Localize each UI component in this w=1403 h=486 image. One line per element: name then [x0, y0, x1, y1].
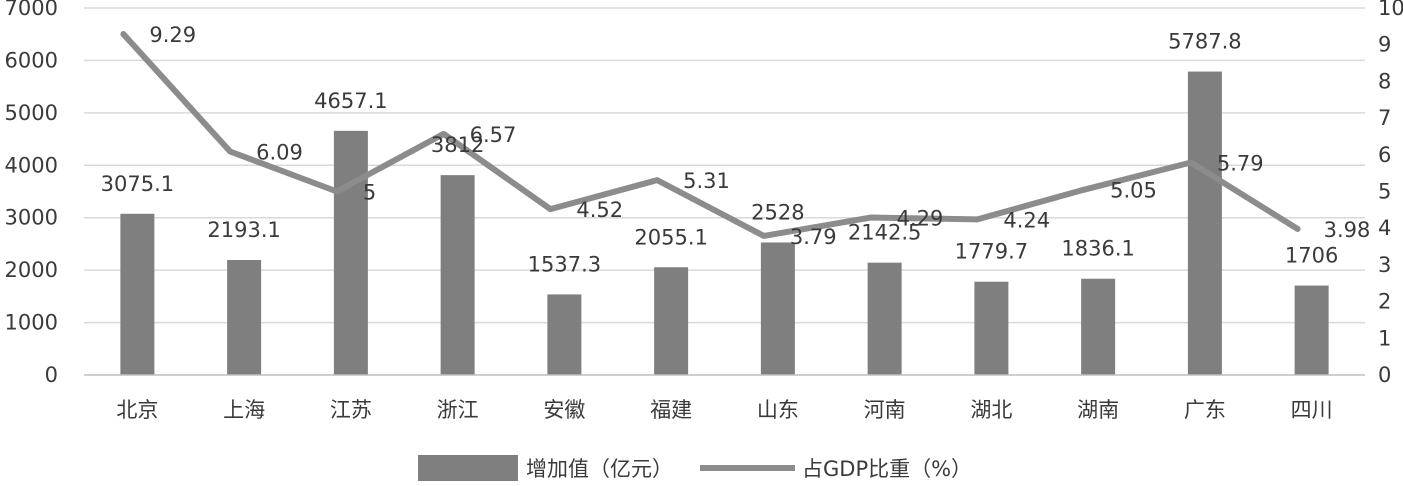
y-left-tick-label: 6000	[5, 48, 58, 72]
bar	[120, 213, 155, 375]
bar	[654, 267, 689, 375]
line-value-label: 4.24	[1003, 208, 1050, 232]
line-value-label: 6.09	[256, 140, 303, 164]
bar-value-label: 3812	[431, 133, 484, 157]
line-point	[656, 179, 658, 181]
y-left-tick-label: 7000	[5, 0, 58, 20]
line-point	[122, 33, 124, 35]
y-right-tick-label: 8	[1378, 69, 1391, 93]
bar	[440, 175, 475, 375]
legend-bar-label: 增加值（亿元）	[526, 457, 673, 481]
x-tick-label: 山东	[757, 398, 799, 422]
line-path	[120, 31, 1301, 239]
bar-value-label: 1779.7	[955, 240, 1028, 264]
y-right-tick-label: 0	[1378, 363, 1391, 387]
y-right-tick-label: 2	[1378, 290, 1391, 314]
x-tick-label: 河南	[864, 398, 906, 422]
x-tick-label: 上海	[223, 398, 265, 422]
y-left-tick-label: 3000	[5, 206, 58, 230]
line-point	[549, 208, 551, 210]
line-point	[336, 191, 338, 192]
line-series	[120, 31, 1301, 239]
bar	[760, 242, 795, 375]
y-right-tick-label: 6	[1378, 143, 1391, 167]
bar-value-label: 1537.3	[528, 252, 601, 276]
line-point	[443, 133, 445, 135]
y-left-tick-label: 2000	[5, 258, 58, 282]
bar	[547, 294, 582, 375]
x-tick-label: 四川	[1291, 398, 1333, 422]
x-tick-label: 湖南	[1077, 398, 1119, 422]
y-right-tick-label: 10	[1378, 0, 1403, 20]
line-value-label: 4.29	[897, 207, 944, 231]
x-tick-label: 广东	[1184, 398, 1226, 422]
line-value-label: 3.98	[1324, 218, 1371, 242]
line-point	[1083, 189, 1085, 191]
bar-value-label: 2055.1	[634, 225, 707, 249]
line-value-label: 3.79	[790, 225, 837, 249]
bar-value-label: 1836.1	[1061, 237, 1134, 261]
line-point	[229, 150, 231, 152]
line-point	[763, 235, 765, 237]
y-right-tick-label: 3	[1378, 253, 1391, 277]
x-tick-label: 福建	[650, 398, 692, 422]
legend-bar-swatch	[418, 455, 518, 481]
line-value-label: 5.31	[683, 169, 730, 193]
bar	[227, 260, 262, 375]
y-left-tick-label: 5000	[5, 101, 58, 125]
bar-value-label: 2142.5	[848, 221, 921, 245]
line-value-label: 6.57	[470, 123, 517, 147]
bar-series	[120, 71, 1329, 375]
line-value-label: 4.52	[576, 198, 623, 222]
bar	[1294, 285, 1329, 375]
bar-value-label: 2528	[751, 200, 804, 224]
axes: 0 1000 2000 3000 4000 5000 6000 7000 0 1 2 3 4 5 6 7 8 9 1…	[5, 0, 1403, 422]
bar	[333, 130, 368, 375]
y-right-tick-label: 7	[1378, 106, 1391, 130]
x-tick-label: 浙江	[437, 398, 479, 422]
bar	[1187, 71, 1222, 375]
legend-line-label: 占GDP比重（%）	[802, 457, 972, 481]
line-value-label: 5.79	[1217, 152, 1264, 176]
line-value-label: 9.29	[149, 23, 196, 47]
line-point	[976, 218, 978, 220]
x-tick-label: 北京	[116, 398, 158, 422]
bar	[1081, 278, 1116, 375]
y-right-tick-label: 9	[1378, 33, 1391, 57]
bar-value-label: 4657.1	[314, 89, 387, 113]
line-value-label: 5	[363, 181, 376, 205]
line-point	[870, 217, 872, 219]
y-right-tick-label: 4	[1378, 216, 1391, 240]
y-right-tick-label: 1	[1378, 326, 1391, 350]
bar-value-label: 1706	[1285, 244, 1338, 268]
line-value-label: 5.05	[1110, 179, 1157, 203]
bar	[867, 262, 902, 375]
bar	[974, 281, 1009, 375]
bar-value-label: 2193.1	[207, 218, 280, 242]
line-point	[1297, 228, 1299, 230]
y-left-tick-label: 0	[45, 363, 58, 387]
bar-value-label: 3075.1	[101, 172, 174, 196]
y-right-tick-label: 5	[1378, 180, 1391, 204]
bar-value-label: 5787.8	[1168, 30, 1241, 54]
y-left-tick-label: 1000	[5, 311, 58, 335]
legend: 增加值（亿元） 占GDP比重（%）	[418, 455, 972, 481]
data-labels: 3075.1 2193.1 4657.1 3812 1537.3 2055.1 2528 21…	[101, 23, 1371, 276]
x-tick-label: 安徽	[543, 398, 585, 422]
y-left-tick-label: 4000	[5, 153, 58, 177]
x-tick-label: 湖北	[970, 398, 1012, 422]
x-tick-label: 江苏	[330, 398, 372, 422]
line-point	[1190, 162, 1192, 164]
